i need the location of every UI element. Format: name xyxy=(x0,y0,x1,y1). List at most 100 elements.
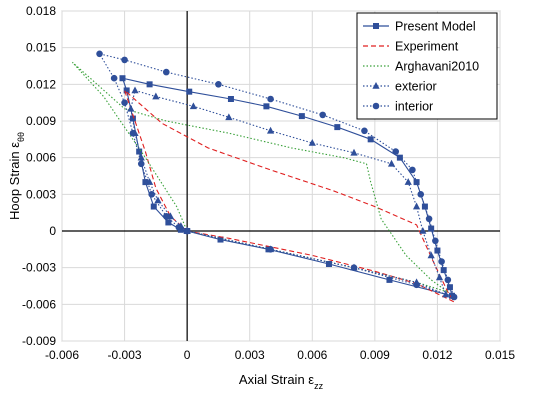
series-line xyxy=(130,89,447,296)
data-point xyxy=(119,75,126,82)
legend-entry: exterior xyxy=(363,80,437,94)
series-arghavani2010 xyxy=(71,61,449,293)
data-point xyxy=(350,264,358,271)
legend-label: Arghavani2010 xyxy=(395,60,479,74)
data-point xyxy=(121,56,128,64)
data-point xyxy=(446,284,453,291)
y-tick-label: 0.015 xyxy=(26,41,56,55)
data-point xyxy=(266,126,275,134)
data-point xyxy=(186,88,193,95)
data-point xyxy=(428,225,435,232)
x-axis-label: Axial Strain εzz xyxy=(239,372,324,391)
data-point xyxy=(419,227,427,234)
data-point xyxy=(432,237,439,245)
data-point xyxy=(396,154,403,161)
data-point xyxy=(129,129,137,137)
data-point xyxy=(412,202,421,210)
y-tick-label: 0.018 xyxy=(26,4,56,18)
data-point xyxy=(189,102,197,110)
data-point xyxy=(263,103,270,110)
data-point xyxy=(123,87,130,94)
legend: Present Model Experiment Arghavani2010 exte… xyxy=(356,12,498,120)
legend-label: exterior xyxy=(395,80,437,94)
legend-label: Present Model xyxy=(395,20,476,34)
data-point xyxy=(417,191,425,198)
series-experiment xyxy=(123,88,456,304)
data-point xyxy=(298,113,305,120)
data-point xyxy=(137,153,145,161)
x-tick-label: 0.015 xyxy=(485,348,515,362)
x-tick-label: -0.003 xyxy=(108,348,142,362)
y-tick-labels: -0.009 -0.006 -0.003 0 0.003 0.006 0.009 0.012 0… xyxy=(22,4,56,348)
data-point xyxy=(121,99,128,106)
x-tick-label: 0.003 xyxy=(235,348,265,362)
legend-entry: Present Model xyxy=(363,20,476,34)
data-point xyxy=(386,276,393,283)
legend-box xyxy=(356,12,498,120)
data-point xyxy=(421,203,428,210)
data-point xyxy=(444,276,452,284)
data-point xyxy=(392,148,400,155)
y-tick-label: -0.006 xyxy=(22,297,56,311)
y-tick-label: -0.009 xyxy=(22,334,56,348)
data-point xyxy=(162,68,170,76)
y-tick-label: 0.009 xyxy=(26,114,56,128)
data-point xyxy=(308,139,316,146)
data-point xyxy=(361,127,368,135)
series-line xyxy=(71,61,449,293)
data-point xyxy=(440,267,447,274)
data-point xyxy=(127,104,135,112)
legend-entry: Arghavani2010 xyxy=(363,60,479,74)
data-point xyxy=(217,236,224,243)
series-line xyxy=(123,88,456,304)
data-point xyxy=(450,293,458,301)
data-point xyxy=(148,191,155,198)
data-point xyxy=(110,74,118,82)
data-point xyxy=(137,160,145,168)
y-tick-label: 0.003 xyxy=(26,187,56,201)
data-point xyxy=(267,95,274,103)
legend-label: Experiment xyxy=(395,40,459,54)
data-point xyxy=(165,219,172,226)
series-line xyxy=(98,52,456,298)
zero-axes xyxy=(62,11,500,341)
data-point xyxy=(162,213,170,220)
data-point xyxy=(435,273,444,281)
y-tick-label: 0 xyxy=(49,224,56,238)
data-point xyxy=(334,124,341,131)
legend-entry: interior xyxy=(363,100,433,114)
data-point xyxy=(367,136,374,143)
legend-marker xyxy=(372,82,380,89)
data-point xyxy=(350,148,358,156)
data-point xyxy=(146,81,153,88)
y-axis-label: Hoop Strain εθθ xyxy=(7,132,26,220)
data-point xyxy=(267,246,274,253)
x-tick-label: 0.012 xyxy=(422,348,452,362)
data-point xyxy=(409,166,416,174)
data-point xyxy=(413,281,420,289)
legend-label: interior xyxy=(395,100,433,114)
data-point xyxy=(438,258,445,265)
data-point xyxy=(175,224,183,231)
legend-marker xyxy=(373,23,379,29)
data-point xyxy=(425,215,433,223)
data-series xyxy=(71,50,458,304)
x-tick-label: 0.009 xyxy=(360,348,390,362)
data-point xyxy=(319,111,327,119)
data-point xyxy=(404,178,412,185)
x-tick-label: 0.006 xyxy=(297,348,327,362)
legend-entry: Experiment xyxy=(363,40,459,54)
y-tick-label: 0.006 xyxy=(26,151,56,165)
y-tick-label: -0.003 xyxy=(22,261,56,275)
gridlines xyxy=(61,10,501,342)
data-point xyxy=(387,159,396,167)
data-point xyxy=(427,251,435,259)
data-point xyxy=(434,247,441,254)
data-point xyxy=(227,96,234,102)
data-point xyxy=(215,81,222,88)
data-point xyxy=(325,261,332,267)
data-point xyxy=(225,113,233,121)
data-point xyxy=(129,115,136,122)
data-point xyxy=(142,179,149,186)
